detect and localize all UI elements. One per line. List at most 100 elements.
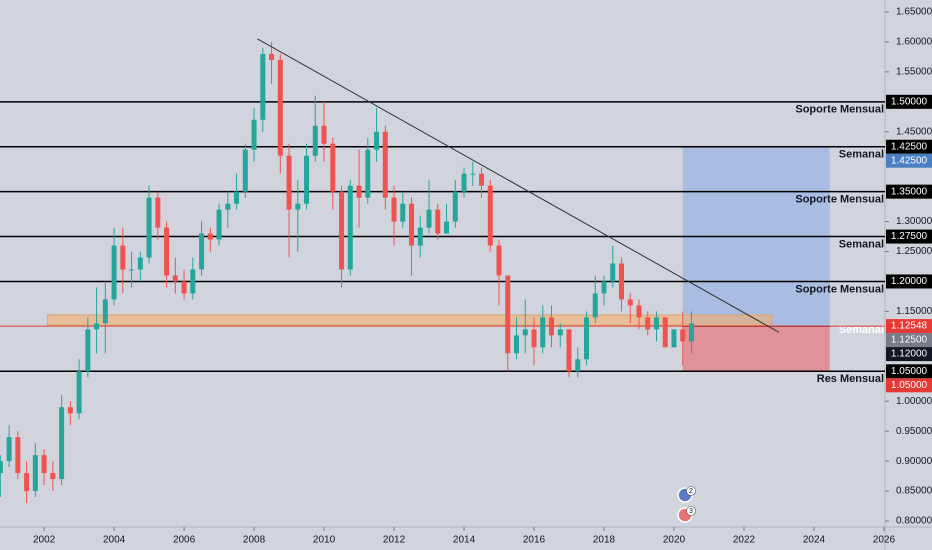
candle-body bbox=[688, 323, 694, 342]
zone bbox=[47, 314, 773, 326]
candle-body bbox=[225, 203, 231, 210]
candle-body bbox=[662, 317, 668, 348]
candle-body bbox=[207, 233, 213, 240]
x-tick-label: 2008 bbox=[243, 535, 266, 546]
stop-area bbox=[682, 326, 830, 372]
candle-body bbox=[50, 473, 56, 480]
candle-body bbox=[155, 197, 161, 228]
price-tag bbox=[886, 347, 932, 362]
event-badge-count bbox=[686, 486, 696, 496]
candle-body bbox=[0, 461, 3, 474]
candle-body bbox=[426, 209, 432, 228]
candle-body bbox=[269, 53, 275, 60]
candle-body bbox=[680, 329, 686, 342]
candle-body bbox=[452, 191, 458, 222]
x-tick-label: 2014 bbox=[453, 535, 476, 546]
candle-body bbox=[242, 149, 248, 192]
event-badge-label: 2 bbox=[689, 488, 693, 495]
candle-body bbox=[557, 329, 563, 336]
candle-body bbox=[76, 371, 82, 414]
price-tag bbox=[886, 364, 932, 379]
candle-body bbox=[146, 197, 152, 258]
candle-body bbox=[566, 329, 572, 372]
price-tag bbox=[886, 378, 932, 393]
event-badge-label: 3 bbox=[689, 508, 693, 515]
x-tick-label: 2012 bbox=[383, 535, 406, 546]
candle-body bbox=[251, 119, 257, 150]
candle-body bbox=[277, 59, 283, 156]
level-label: Semanal bbox=[839, 238, 884, 250]
x-tick-label: 2024 bbox=[803, 535, 826, 546]
candle-body bbox=[347, 185, 353, 270]
price-tag-label: 1.50000 bbox=[891, 96, 928, 107]
candle-body bbox=[260, 53, 266, 120]
price-tag bbox=[886, 319, 932, 334]
price-tag-label: 1.42500 bbox=[891, 155, 928, 166]
price-tag-label: 1.12500 bbox=[891, 335, 928, 346]
candle-body bbox=[391, 197, 397, 222]
candle-body bbox=[312, 125, 318, 156]
candle-body bbox=[129, 269, 135, 271]
candle-body bbox=[592, 293, 598, 318]
x-tick-label: 2026 bbox=[873, 535, 896, 546]
candle-body bbox=[120, 245, 126, 270]
price-tag-label: 1.27500 bbox=[891, 231, 928, 242]
candle-body bbox=[417, 227, 423, 246]
level-label: Soporte Mensual bbox=[795, 283, 884, 295]
y-tick-label: 1.65000 bbox=[896, 7, 932, 18]
candle-body bbox=[181, 281, 187, 294]
zone-label: Semanal bbox=[839, 324, 884, 336]
candle-body bbox=[94, 323, 100, 330]
candle-body bbox=[41, 455, 47, 474]
candle-body bbox=[400, 203, 406, 222]
candle-body bbox=[102, 299, 108, 324]
y-tick-label: 1.45000 bbox=[896, 126, 932, 137]
x-tick-label: 2018 bbox=[593, 535, 616, 546]
level-label: Soporte Mensual bbox=[795, 104, 884, 116]
candle-body bbox=[540, 317, 546, 348]
candle-body bbox=[32, 455, 38, 492]
x-tick-label: 2010 bbox=[313, 535, 336, 546]
price-tag bbox=[886, 139, 932, 154]
y-tick-label: 1.55000 bbox=[896, 67, 932, 78]
candle-body bbox=[85, 329, 91, 372]
price-tag bbox=[886, 333, 932, 348]
x-tick-label: 2016 bbox=[523, 535, 546, 546]
candle-body bbox=[234, 191, 240, 204]
y-tick-label: 1.60000 bbox=[896, 37, 932, 48]
trendline bbox=[257, 38, 780, 333]
candle-body bbox=[435, 209, 441, 234]
y-tick-label: 1.30000 bbox=[896, 216, 932, 227]
x-tick-label: 2002 bbox=[33, 535, 56, 546]
candle-body bbox=[15, 437, 21, 474]
y-tick-label: 1.15000 bbox=[896, 306, 932, 317]
x-tick-label: 2022 bbox=[733, 535, 756, 546]
y-tick-label: 1.25000 bbox=[896, 246, 932, 257]
candle-body bbox=[601, 281, 607, 294]
candle-body bbox=[575, 359, 581, 372]
candle-body bbox=[295, 203, 301, 210]
candle-body bbox=[409, 203, 415, 246]
candle-body bbox=[172, 275, 178, 282]
candle-body bbox=[461, 173, 467, 192]
price-tag-label: 1.05000 bbox=[891, 366, 928, 377]
x-tick-label: 2020 bbox=[663, 535, 686, 546]
price-tag-label: 1.12000 bbox=[891, 349, 928, 360]
candle-body bbox=[610, 263, 616, 282]
candle-body bbox=[496, 245, 502, 276]
candle-body bbox=[487, 185, 493, 246]
candle-body bbox=[304, 155, 310, 204]
price-tag-label: 1.42500 bbox=[891, 141, 928, 152]
candle-body bbox=[584, 317, 590, 360]
y-tick-label: 0.95000 bbox=[896, 426, 932, 437]
candle-body bbox=[330, 143, 336, 192]
candle-body bbox=[522, 329, 528, 336]
candle-body bbox=[653, 317, 659, 330]
candle-body bbox=[356, 185, 362, 198]
candle-body bbox=[549, 317, 555, 336]
price-tag bbox=[886, 94, 932, 109]
candle-body bbox=[514, 335, 520, 354]
x-tick-label: 2004 bbox=[103, 535, 126, 546]
candle-body bbox=[645, 317, 651, 330]
